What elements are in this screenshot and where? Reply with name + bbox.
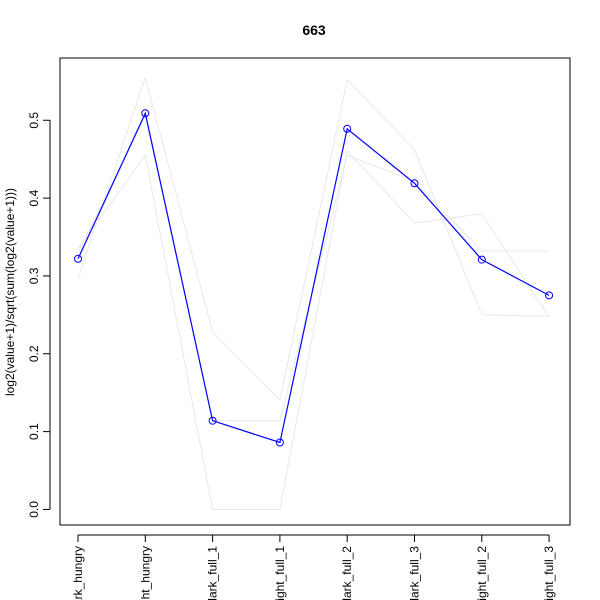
y-tick-label: 0.3 (27, 267, 41, 284)
data-point-dark_full_1 (208, 416, 217, 425)
y-tick-label: 0.2 (27, 345, 41, 362)
y-tick-label: 0.0 (27, 501, 41, 518)
y-tick-label: 0.5 (27, 112, 41, 129)
x-tick-label-dark_full_3: dark_full_3 (408, 546, 422, 600)
x-tick-label-light_full_2: light_full_2 (475, 546, 489, 600)
background-series-group (77, 75, 550, 510)
main-series-line (77, 111, 550, 444)
x-axis: dark_hungry light_hungry dark_full_1 light_… (71, 534, 556, 600)
data-point-dark_full_3 (410, 179, 419, 188)
y-axis-label: log2(value+1)/sqrt(sum(log2(value+1))) (3, 188, 17, 396)
y-tick-label: 0.1 (27, 423, 41, 440)
background-series-line-3 (77, 114, 550, 422)
y-axis: 0.0 0.1 0.2 0.3 0.4 0.5 (27, 112, 51, 518)
x-tick-label-light_hungry: light_hungry (138, 546, 152, 600)
x-tick-label-dark_full_1: dark_full_1 (206, 546, 220, 600)
data-point-dark_hungry (74, 254, 82, 263)
main-series-group (74, 109, 554, 447)
x-tick-label-light_full_1: light_full_1 (273, 546, 287, 600)
data-point-light_full_1 (275, 438, 284, 447)
data-point-dark_full_2 (343, 124, 352, 133)
background-series-line-2 (77, 150, 550, 510)
background-series-line-1 (77, 75, 550, 401)
data-point-light_full_2 (477, 255, 486, 264)
x-tick-label-light_full_3: light_full_3 (542, 546, 556, 600)
data-point-light_full_3 (545, 291, 554, 300)
x-tick-label-dark_hungry: dark_hungry (71, 546, 85, 600)
plot-frame (59, 57, 571, 526)
x-tick-label-dark_full_2: dark_full_2 (340, 546, 354, 600)
chart-title: 663 (302, 22, 326, 38)
data-point-light_hungry (141, 109, 150, 118)
y-tick-label: 0.4 (27, 189, 41, 206)
